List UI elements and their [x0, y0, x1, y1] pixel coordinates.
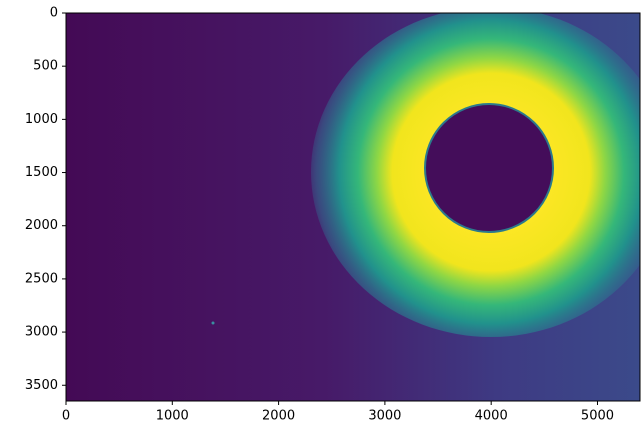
x-tick-label: 5000	[581, 409, 614, 424]
y-tick-label: 0	[50, 6, 58, 21]
x-tick-label: 4000	[475, 409, 508, 424]
x-tick-label: 2000	[262, 409, 295, 424]
y-tick-label: 3500	[25, 378, 58, 393]
y-tick-label: 1000	[25, 112, 58, 127]
y-tick-label: 2500	[25, 271, 58, 286]
y-tick-label: 1500	[25, 165, 58, 180]
speck	[212, 322, 215, 325]
x-tick-label: 1000	[156, 409, 189, 424]
page: {"chart_data": {"type": "image", "colorm…	[0, 0, 641, 434]
image	[66, 7, 641, 401]
y-tick-label: 500	[33, 59, 58, 74]
x-tick-label: 3000	[368, 409, 401, 424]
y-tick-label: 3000	[25, 325, 58, 340]
y-tick-label: 2000	[25, 218, 58, 233]
chart: 0 1000 2000 3000 4000 5000 0 500 1000 1500 2000 250…	[0, 0, 641, 430]
moon-disk	[425, 104, 553, 232]
x-tick-label: 0	[62, 409, 70, 424]
